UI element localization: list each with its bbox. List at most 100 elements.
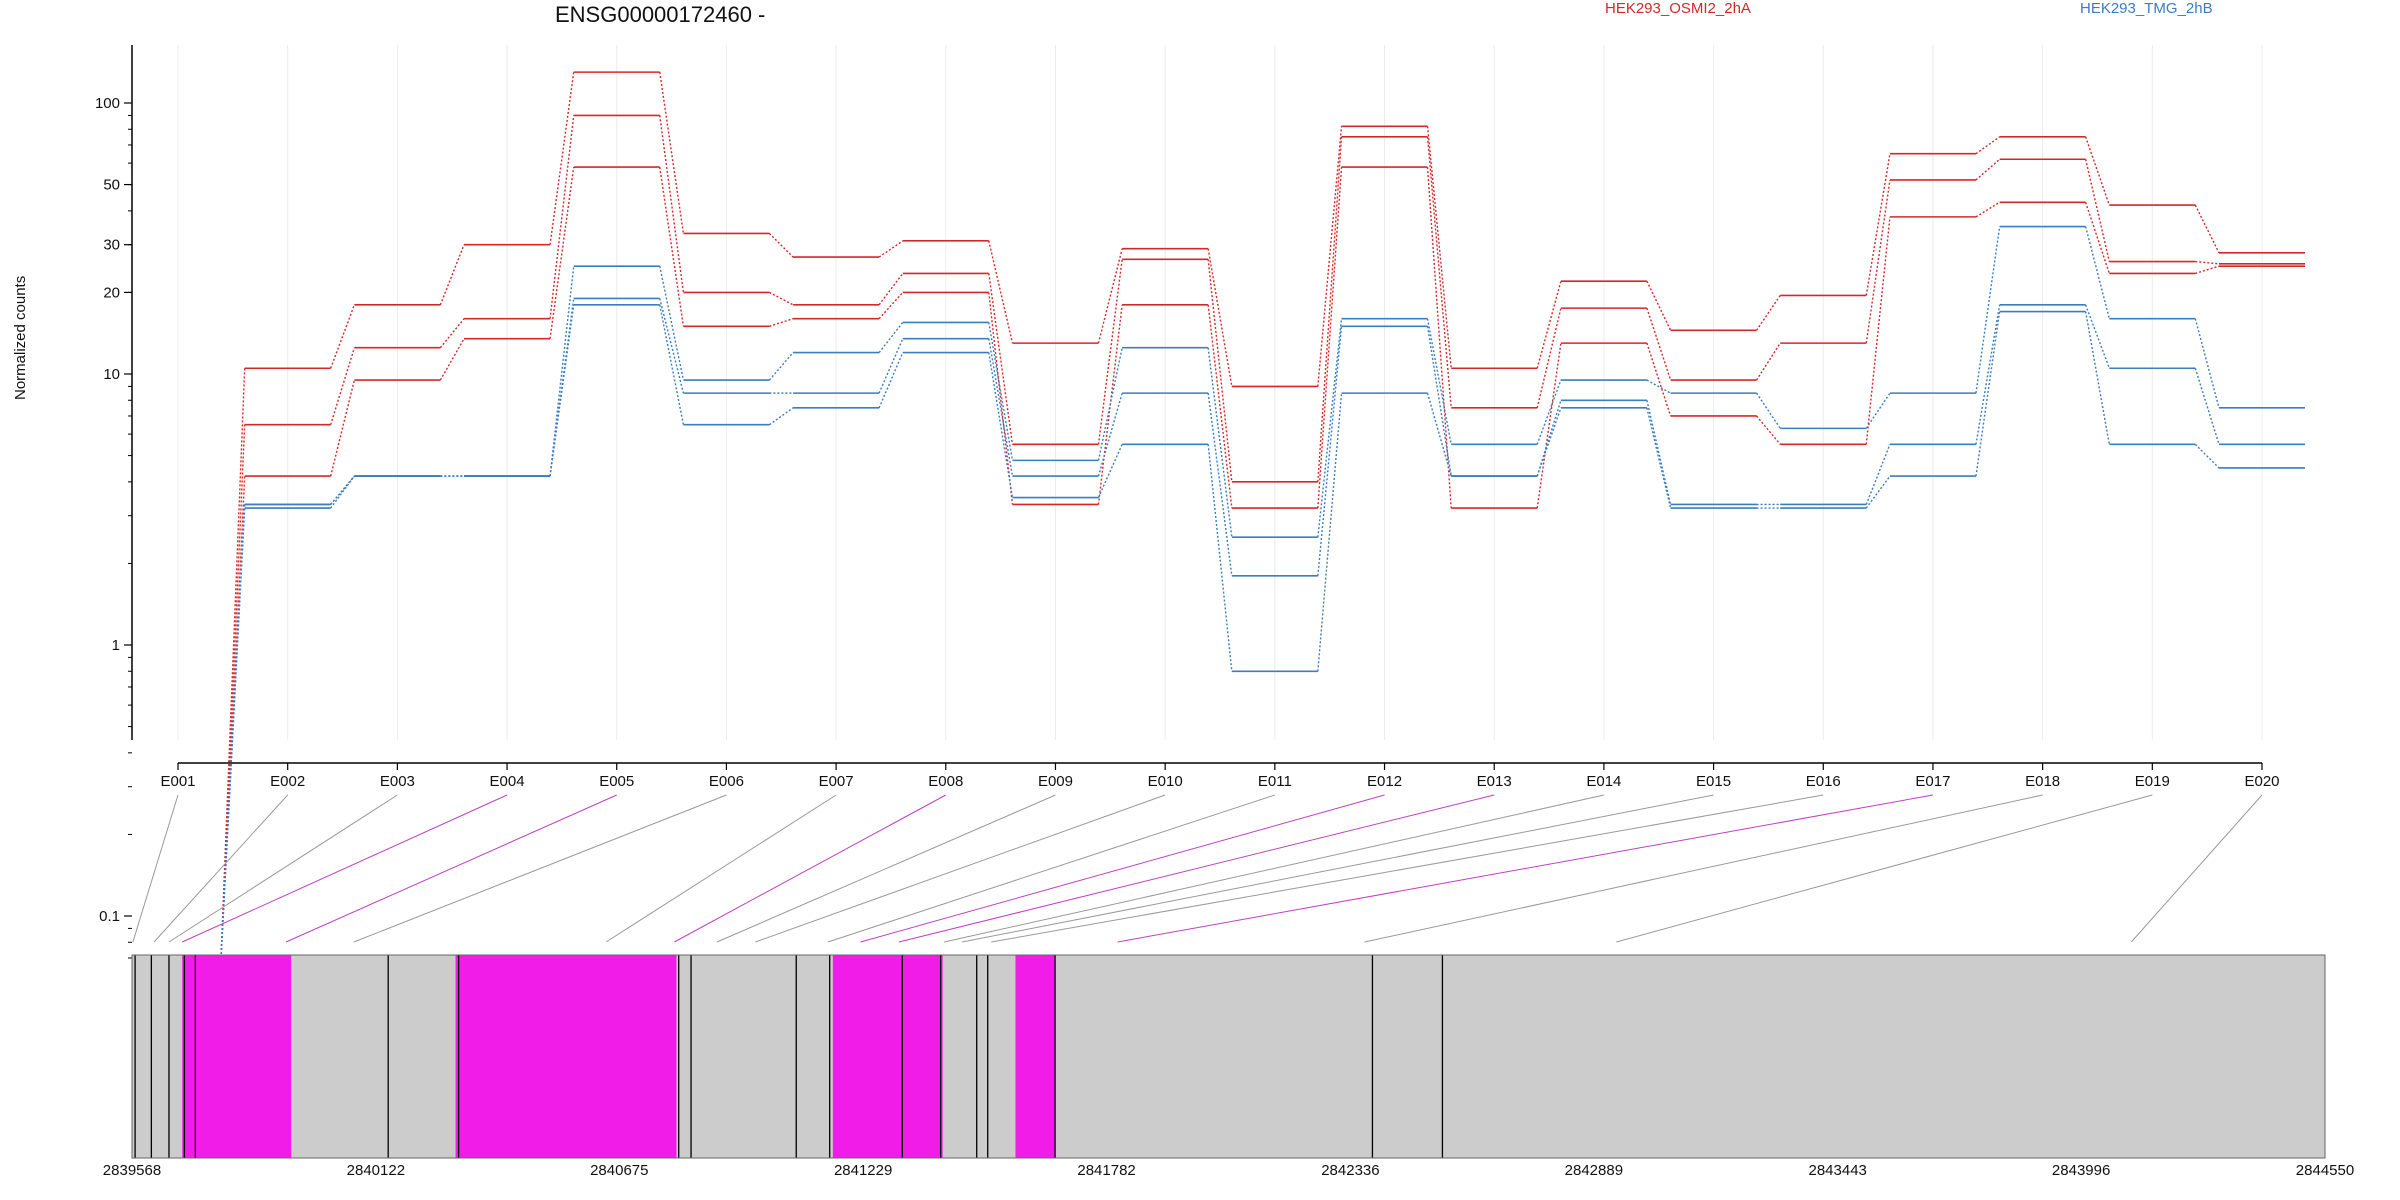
series-transition xyxy=(1975,201,2000,218)
legend-entry-osmi2: HEK293_OSMI2_2hA xyxy=(1605,0,1751,17)
series-transition xyxy=(1646,400,1672,505)
exon-connector xyxy=(827,794,1275,943)
series-transition xyxy=(1426,326,1452,477)
series-transition xyxy=(659,304,685,425)
series-transition xyxy=(1536,281,1562,369)
series-transition xyxy=(769,318,794,327)
series-transition xyxy=(878,273,904,306)
exon-connector xyxy=(1616,794,2153,943)
series-transition xyxy=(1207,444,1233,672)
series-transition xyxy=(2194,368,2220,445)
genome-tick-label: 2842336 xyxy=(1321,1162,1379,1179)
genome-tick-label: 2843996 xyxy=(2052,1162,2110,1179)
series-transition xyxy=(988,240,1014,344)
exon-block xyxy=(182,955,292,1158)
series-transition xyxy=(330,475,355,509)
series-transition xyxy=(878,240,904,258)
x-axis: E001 E002 E003 E004 E005 E006 E007 E008 E009 E010… xyxy=(160,762,2280,790)
x-tick-label: E016 xyxy=(1806,773,1841,790)
legend-entry-tmg: HEK293_TMG_2hB xyxy=(2080,0,2213,17)
series-line xyxy=(135,114,2305,959)
x-tick-label: E003 xyxy=(380,773,415,790)
series-transition xyxy=(330,304,356,369)
x-tick-label: E011 xyxy=(1258,773,1292,790)
series-transition xyxy=(1317,136,1343,482)
series-transition xyxy=(1536,379,1562,445)
series-transition xyxy=(659,266,685,381)
series-transition xyxy=(659,167,685,327)
x-tick-label: E014 xyxy=(1586,773,1621,790)
y-tick-label: 1 xyxy=(112,637,120,654)
exon-connector xyxy=(2130,794,2263,943)
series-transition xyxy=(988,352,1014,498)
series-transition xyxy=(2084,159,2110,262)
series-transition xyxy=(2194,443,2220,469)
genome-tick-label: 2844550 xyxy=(2296,1162,2354,1179)
exon-connector xyxy=(181,794,508,943)
x-tick-label: E010 xyxy=(1148,773,1183,790)
series-transition xyxy=(1097,248,1123,344)
genome-tick-label: 2839568 xyxy=(103,1162,161,1179)
x-tick-label: E013 xyxy=(1477,773,1512,790)
genome-tick-label: 2841782 xyxy=(1077,1162,1135,1179)
x-tick-label: E020 xyxy=(2244,773,2279,790)
exon-connector xyxy=(860,794,1385,943)
series-transition xyxy=(1975,226,2001,394)
series-transition xyxy=(1536,343,1562,509)
genome-tick-label: 2842889 xyxy=(1565,1162,1623,1179)
genome-track: 2839568 2840122 2840675 2841229 2841782 28423… xyxy=(103,954,2354,1179)
exon-connector xyxy=(353,794,727,943)
x-tick-label: E015 xyxy=(1696,773,1731,790)
series-transition xyxy=(549,266,575,477)
x-tick-label: E005 xyxy=(599,773,634,790)
series-line xyxy=(135,166,2305,959)
exon-block xyxy=(291,955,456,1158)
series-transition xyxy=(330,347,356,425)
series-transition xyxy=(1865,179,1891,344)
exon-block xyxy=(676,955,833,1158)
exon-connector xyxy=(605,794,837,943)
series-transition xyxy=(330,475,355,505)
series-line xyxy=(135,225,2305,959)
exon-connector xyxy=(153,794,289,943)
series-transition xyxy=(2195,260,2220,265)
series-transition xyxy=(2194,318,2220,409)
y-tick-label: 100 xyxy=(95,95,120,112)
x-tick-label: E004 xyxy=(490,773,525,790)
x-tick-label: E001 xyxy=(160,773,195,790)
series-transition xyxy=(2084,304,2110,369)
series-transition xyxy=(1317,167,1343,509)
x-tick-label: E019 xyxy=(2135,773,2170,790)
y-tick-label: 10 xyxy=(103,366,120,383)
series-transition xyxy=(1975,136,2001,155)
series-layer xyxy=(135,71,2305,959)
x-tick-label: E009 xyxy=(1038,773,1073,790)
series-transition xyxy=(878,338,904,394)
series-transition xyxy=(549,115,575,319)
series-transition xyxy=(1536,400,1562,477)
x-tick-label: E017 xyxy=(1915,773,1950,790)
y-axis-label: Normalized counts xyxy=(12,275,29,400)
series-transition xyxy=(1975,304,2001,445)
series-transition xyxy=(1426,318,1452,445)
series-transition xyxy=(1207,248,1233,387)
series-transition xyxy=(2084,226,2110,319)
exon-connector xyxy=(991,794,1824,943)
series-transition xyxy=(1097,347,1123,461)
series-transition xyxy=(988,292,1014,505)
series-transition xyxy=(1317,126,1343,387)
exon-block xyxy=(455,955,677,1158)
series-transition xyxy=(1646,407,1672,509)
series-transition xyxy=(1755,295,1781,331)
x-tick-label: E018 xyxy=(2025,773,2060,790)
series-transition xyxy=(1426,136,1452,408)
y-tick-label: 20 xyxy=(103,284,120,301)
series-transition xyxy=(878,291,904,320)
exon-block xyxy=(1055,955,2325,1158)
series-transition xyxy=(659,115,685,293)
series-transition xyxy=(988,273,1014,445)
exon-connector xyxy=(716,794,1056,943)
series-transition xyxy=(768,352,794,381)
series-transition xyxy=(2084,311,2111,445)
